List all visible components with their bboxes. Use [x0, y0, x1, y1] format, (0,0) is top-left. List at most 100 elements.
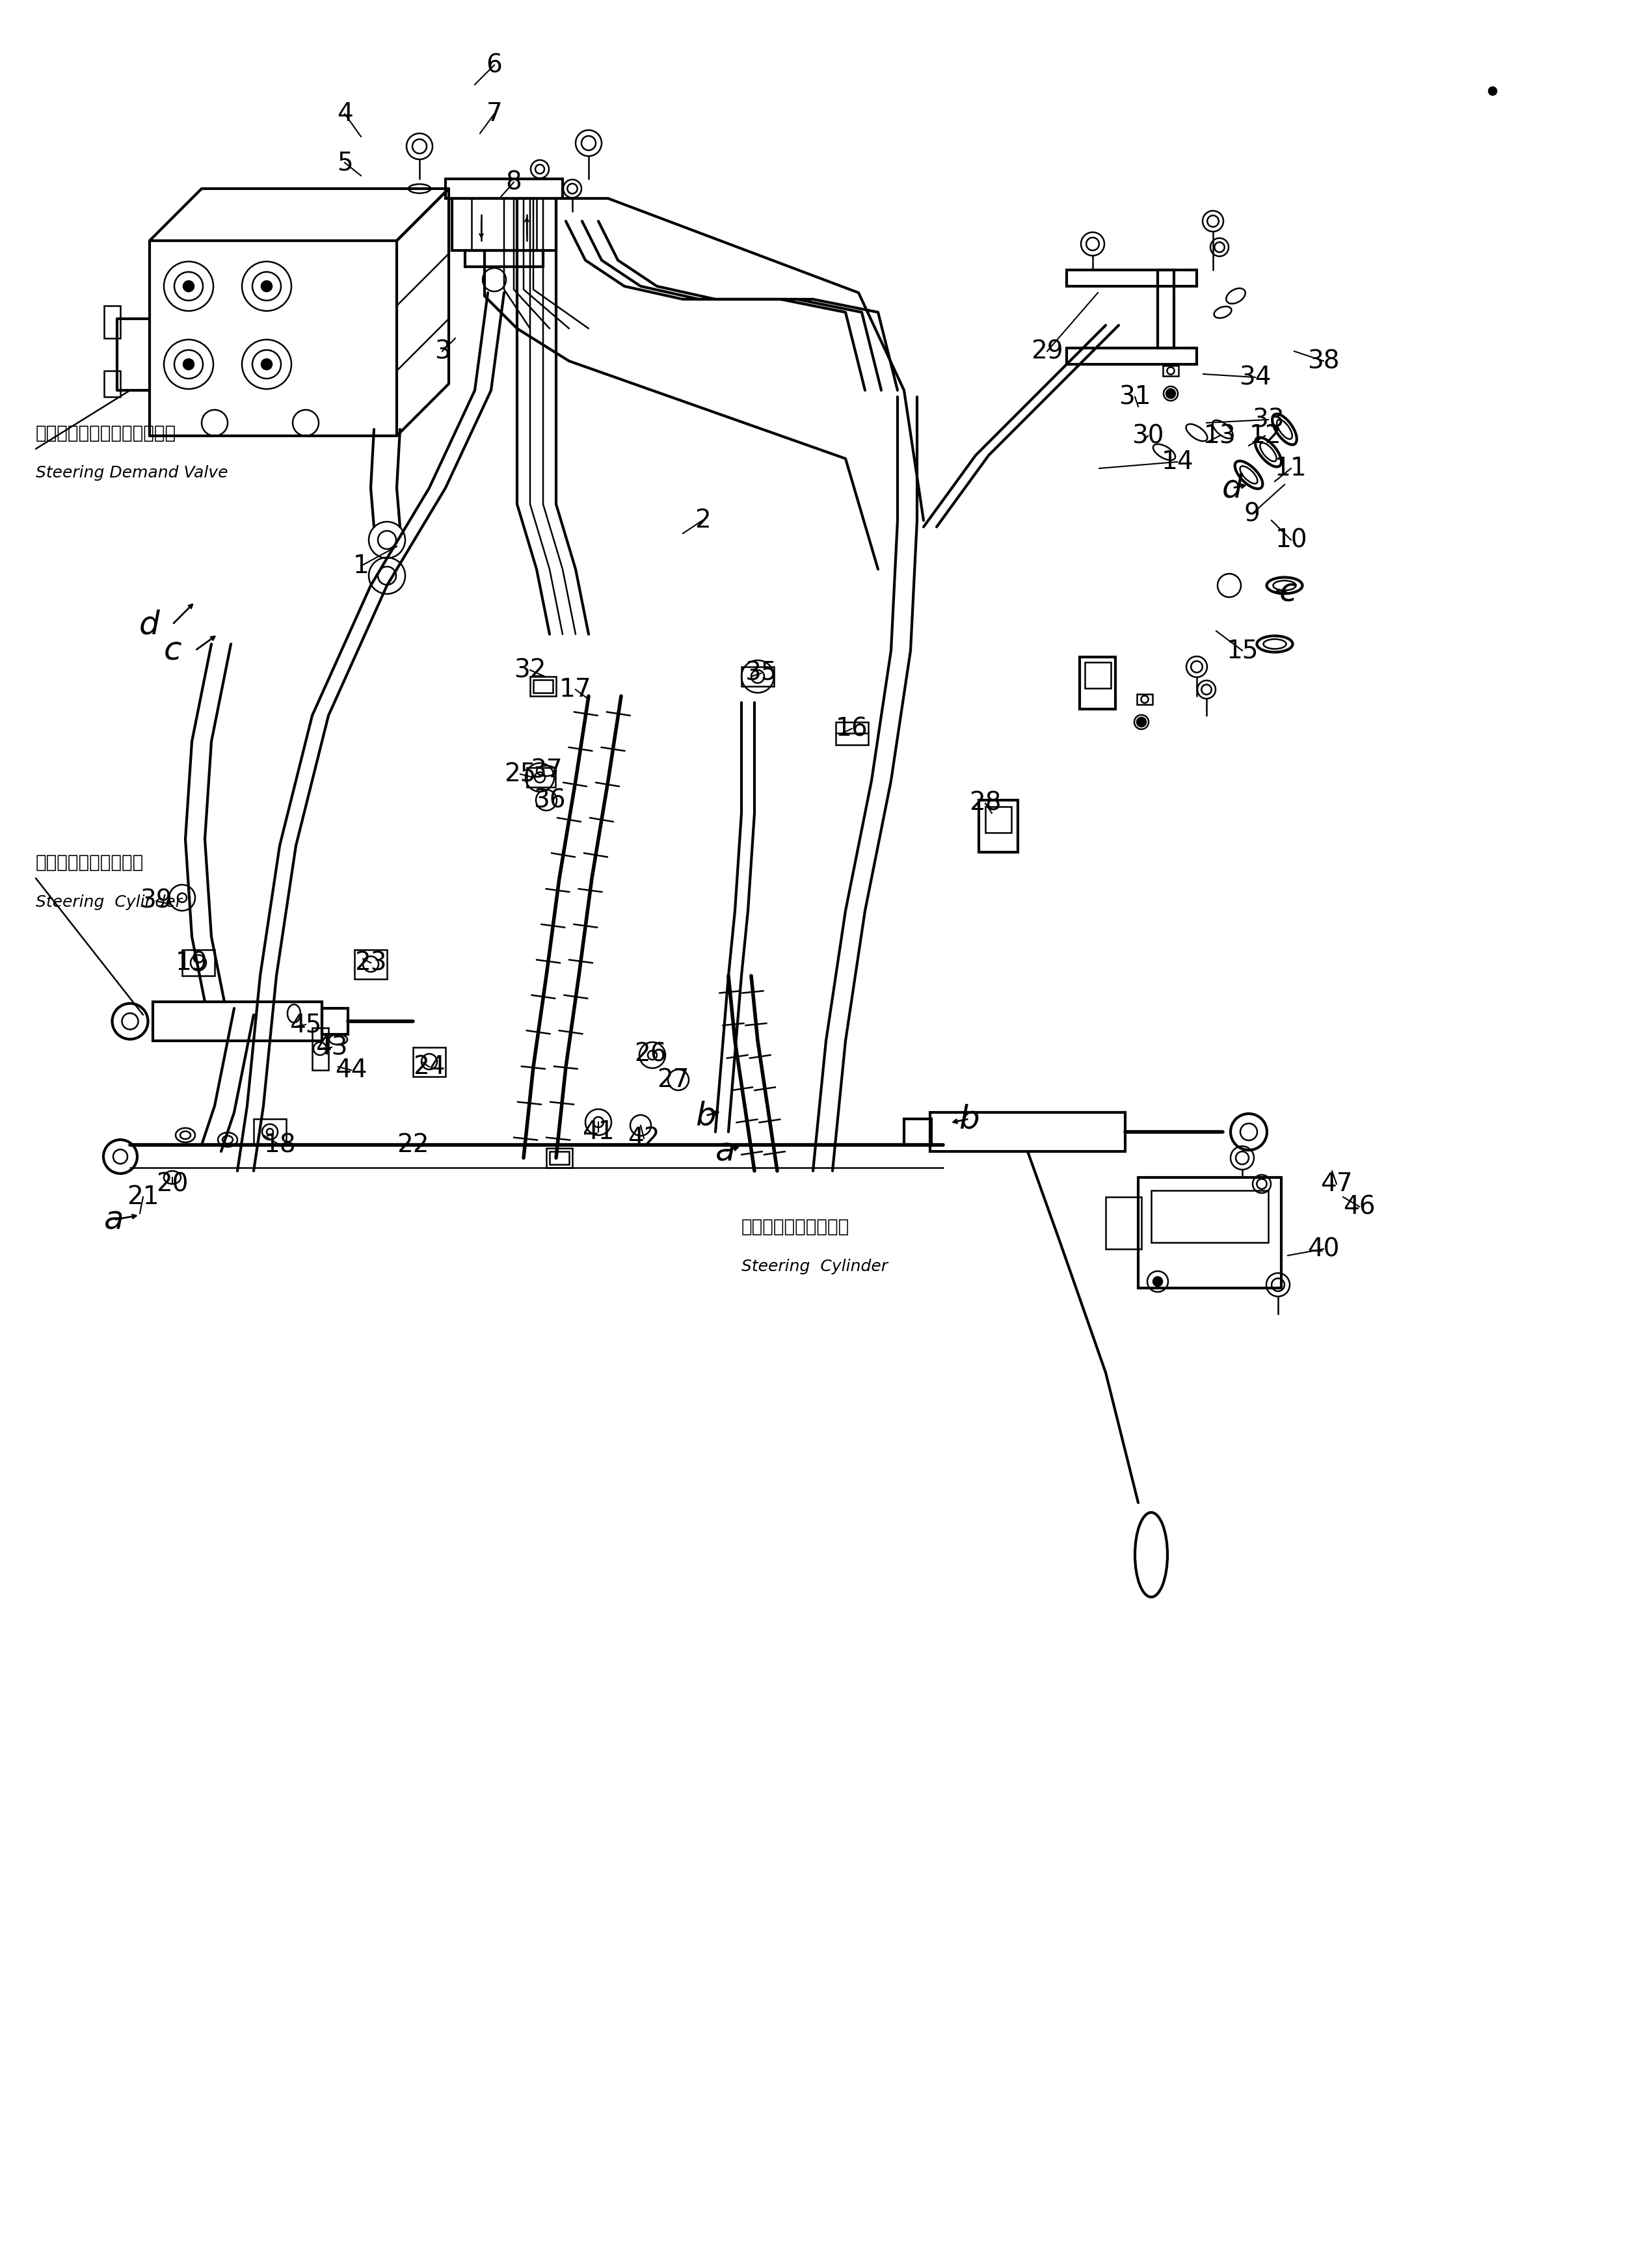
Text: 10: 10: [1275, 528, 1307, 553]
Text: 34: 34: [1239, 365, 1272, 390]
Bar: [1163, 365, 1178, 377]
Bar: [453, 199, 557, 250]
Text: 45: 45: [289, 1013, 322, 1038]
Text: 3: 3: [434, 338, 451, 363]
Bar: [904, 1119, 932, 1144]
Text: d: d: [139, 609, 160, 641]
Text: 8: 8: [506, 169, 522, 194]
Bar: [355, 950, 387, 979]
Text: 4: 4: [337, 102, 354, 126]
Text: 24: 24: [413, 1054, 446, 1078]
Text: 18: 18: [264, 1133, 296, 1157]
Circle shape: [261, 359, 273, 370]
Text: ステアリングデマンドバルブ: ステアリングデマンドバルブ: [36, 424, 177, 442]
Text: 9: 9: [1244, 501, 1260, 526]
Bar: [742, 668, 775, 686]
Text: 32: 32: [514, 659, 547, 681]
Bar: [530, 677, 557, 697]
Bar: [836, 722, 869, 744]
Text: ステアリングシリンダ: ステアリングシリンダ: [742, 1218, 849, 1236]
Text: 14: 14: [1161, 449, 1193, 474]
Text: 16: 16: [836, 715, 869, 740]
Text: d: d: [1222, 472, 1242, 503]
Text: 23: 23: [355, 950, 387, 975]
Bar: [1138, 1178, 1282, 1288]
Text: 44: 44: [335, 1058, 367, 1083]
Bar: [980, 801, 1018, 853]
Circle shape: [1166, 388, 1175, 397]
Text: 27: 27: [657, 1067, 689, 1092]
Text: 31: 31: [1118, 384, 1151, 408]
Bar: [1151, 1191, 1269, 1243]
Bar: [1067, 271, 1196, 287]
Text: 6: 6: [486, 52, 502, 77]
Text: b: b: [695, 1101, 715, 1130]
Circle shape: [183, 359, 193, 370]
Bar: [550, 1151, 568, 1164]
Bar: [446, 178, 563, 199]
Bar: [1067, 347, 1196, 363]
Bar: [527, 767, 555, 787]
Text: 30: 30: [1132, 424, 1165, 449]
Text: 12: 12: [1249, 424, 1282, 449]
Text: 42: 42: [628, 1126, 661, 1151]
Text: 33: 33: [1252, 408, 1284, 431]
Bar: [1085, 663, 1110, 688]
Bar: [312, 1029, 329, 1069]
Text: 36: 36: [534, 787, 565, 812]
Text: 26: 26: [634, 1042, 666, 1067]
Text: 35: 35: [745, 661, 776, 686]
Bar: [413, 1047, 446, 1076]
Text: 47: 47: [1320, 1171, 1353, 1196]
Circle shape: [1137, 717, 1146, 726]
Text: 13: 13: [1203, 424, 1236, 449]
Bar: [182, 950, 215, 977]
Circle shape: [261, 282, 273, 291]
Text: 1: 1: [354, 553, 368, 578]
Bar: [464, 250, 544, 266]
Text: ステアリングシリンダ: ステアリングシリンダ: [36, 853, 144, 871]
Text: 37: 37: [530, 758, 562, 783]
Text: a: a: [104, 1205, 124, 1236]
Bar: [104, 307, 121, 338]
Bar: [104, 370, 121, 397]
Bar: [322, 1008, 349, 1033]
Bar: [1158, 271, 1175, 347]
Bar: [1105, 1198, 1142, 1250]
Text: Steering Demand Valve: Steering Demand Valve: [36, 465, 228, 481]
Text: 15: 15: [1226, 638, 1259, 663]
Text: 40: 40: [1307, 1236, 1340, 1261]
Text: 25: 25: [504, 763, 537, 787]
Text: 39: 39: [140, 889, 172, 914]
Bar: [930, 1112, 1125, 1151]
Bar: [1137, 695, 1153, 704]
Text: Steering  Cylinder: Steering Cylinder: [742, 1259, 887, 1275]
Text: 17: 17: [560, 677, 591, 702]
Text: c: c: [1279, 575, 1297, 607]
Bar: [985, 808, 1011, 832]
Text: 5: 5: [337, 151, 354, 176]
Bar: [547, 1148, 572, 1169]
Text: 43: 43: [316, 1036, 349, 1060]
Text: 20: 20: [157, 1171, 188, 1196]
Bar: [154, 1002, 322, 1040]
Bar: [1080, 656, 1115, 708]
Text: 41: 41: [582, 1119, 615, 1144]
Text: b: b: [958, 1103, 980, 1135]
Text: c: c: [164, 634, 182, 666]
Text: 21: 21: [127, 1184, 159, 1209]
Bar: [534, 679, 553, 693]
Circle shape: [1488, 88, 1497, 95]
Text: 22: 22: [396, 1133, 430, 1157]
Text: 29: 29: [1031, 338, 1064, 363]
Bar: [254, 1119, 286, 1144]
Text: 7: 7: [486, 102, 502, 126]
Text: 38: 38: [1307, 350, 1340, 374]
Text: 28: 28: [970, 792, 1001, 817]
Text: 19: 19: [175, 950, 208, 975]
Text: Steering  Cylinder: Steering Cylinder: [36, 893, 182, 909]
Text: a: a: [715, 1135, 735, 1166]
Text: 2: 2: [694, 508, 710, 532]
Circle shape: [1153, 1277, 1163, 1286]
Circle shape: [183, 282, 193, 291]
